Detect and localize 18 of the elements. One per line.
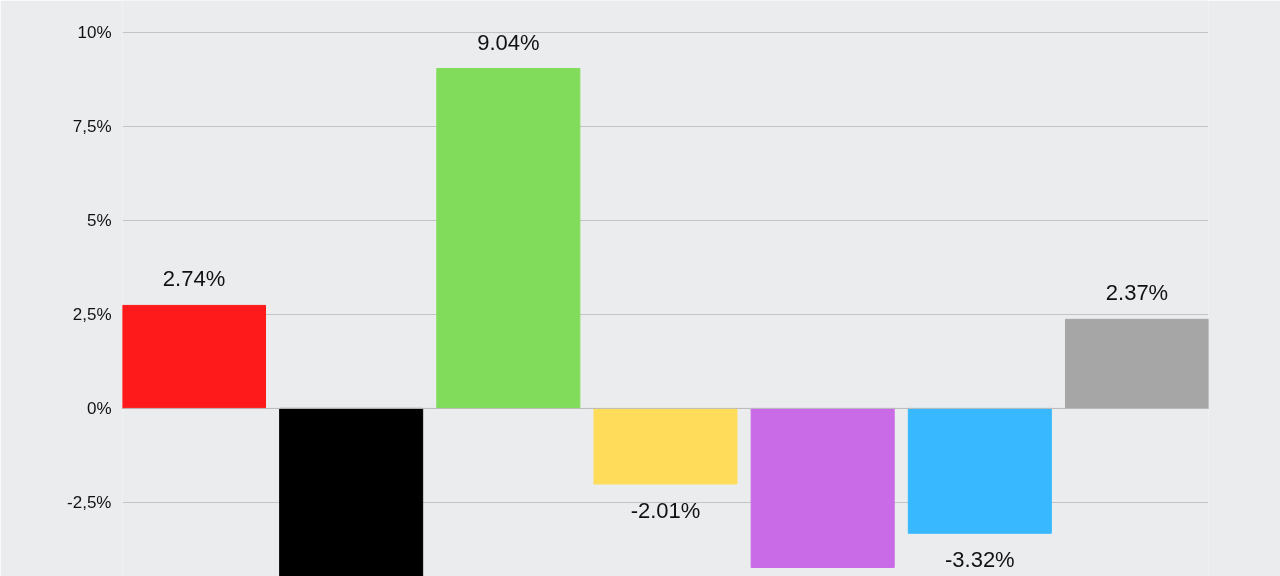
data-label: 9.04% (477, 29, 540, 55)
y-tick-label: 5% (86, 210, 112, 230)
data-label: -2.01% (630, 498, 701, 524)
bar (750, 407, 895, 568)
y-tick-label: -2,5% (67, 492, 112, 512)
bar (1064, 318, 1209, 409)
bar (279, 407, 424, 576)
data-label: 2.74% (162, 266, 226, 292)
y-tick-label: 2,5% (72, 304, 112, 324)
data-label: -3.32% (944, 547, 1015, 573)
y-tick-label: 7,5% (72, 116, 112, 136)
y-tick-label: 0% (86, 398, 112, 418)
bar (122, 304, 267, 409)
data-label: 2.37% (1105, 280, 1169, 306)
bar (907, 407, 1052, 534)
y-tick-label: 10% (77, 22, 112, 42)
bar (593, 407, 738, 485)
bar (436, 68, 581, 409)
